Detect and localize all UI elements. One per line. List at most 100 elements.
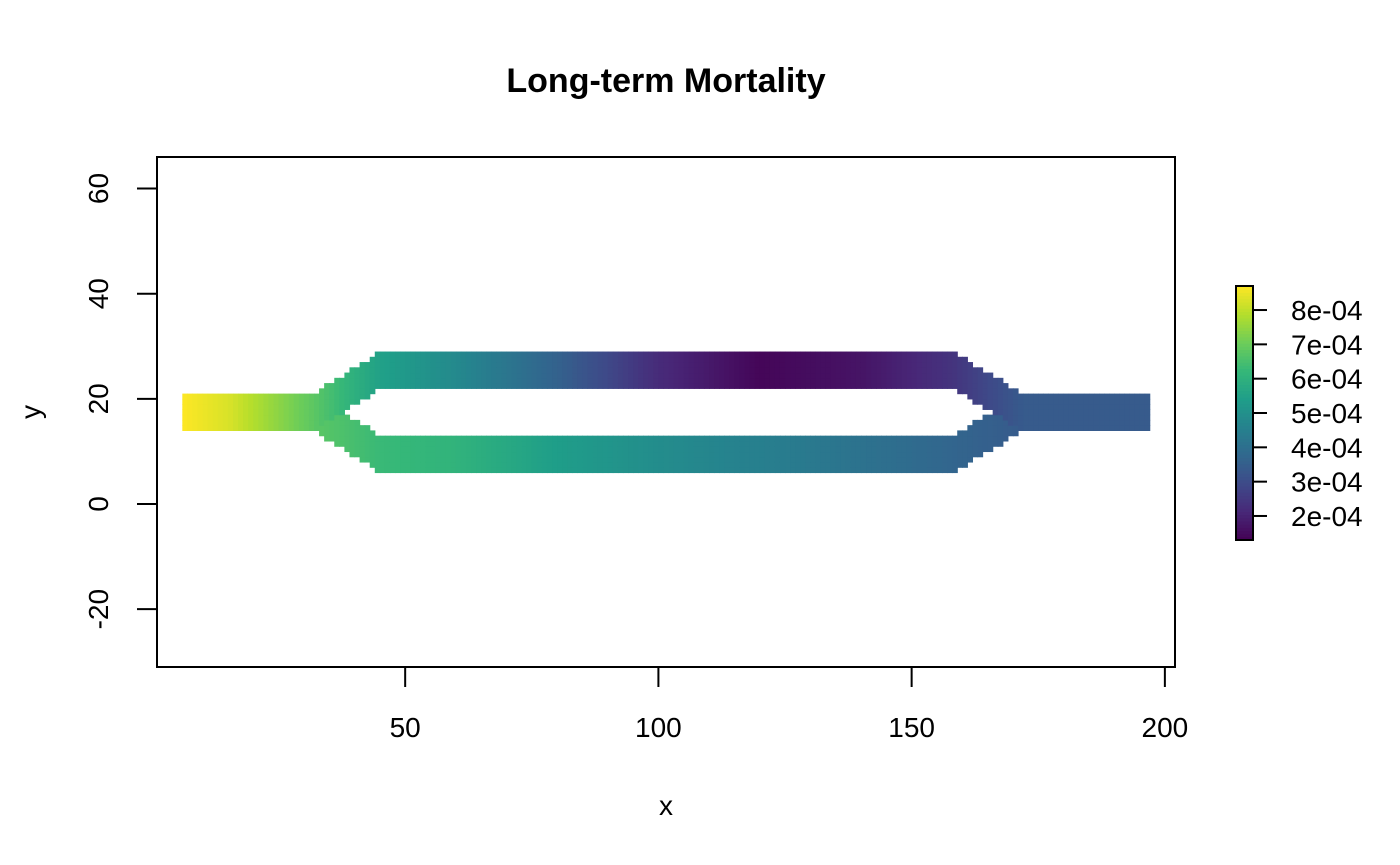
heatmap-cell xyxy=(820,362,827,368)
heatmap-cell xyxy=(855,372,862,379)
heatmap-cell xyxy=(805,435,811,442)
heatmap-cell xyxy=(947,461,953,468)
heatmap-cell xyxy=(1002,425,1009,431)
heatmap-cell xyxy=(886,451,892,458)
heatmap-cell xyxy=(840,351,847,358)
heatmap-cell xyxy=(850,435,857,442)
heatmap-cell xyxy=(369,372,376,379)
heatmap-cell xyxy=(329,398,335,405)
heatmap-cell xyxy=(977,419,984,426)
heatmap-cell xyxy=(526,356,533,363)
heatmap-cell xyxy=(455,362,462,368)
heatmap-cell xyxy=(232,425,239,431)
heatmap-cell xyxy=(810,456,816,463)
heatmap-cell xyxy=(830,461,837,468)
heatmap-cell xyxy=(602,456,609,463)
heatmap-cell xyxy=(324,398,330,405)
heatmap-cell xyxy=(521,356,528,363)
heatmap-cell xyxy=(248,414,254,421)
heatmap-cell xyxy=(906,461,913,468)
heatmap-cell xyxy=(405,351,411,358)
heatmap-cell xyxy=(359,456,366,463)
heatmap-cell xyxy=(1068,409,1075,416)
heatmap-cell xyxy=(440,456,447,463)
heatmap-cell xyxy=(521,377,528,384)
heatmap-cell xyxy=(546,456,553,463)
heatmap-cell xyxy=(668,351,675,358)
heatmap-cell xyxy=(648,456,654,463)
heatmap-cell xyxy=(942,372,948,379)
heatmap-cell xyxy=(678,372,685,379)
heatmap-cell xyxy=(800,440,806,447)
heatmap-cell xyxy=(850,356,857,363)
heatmap-cell xyxy=(263,409,270,416)
heatmap-cell xyxy=(759,383,766,389)
heatmap-cell xyxy=(987,388,994,395)
heatmap-cell xyxy=(653,440,659,447)
heatmap-cell xyxy=(379,461,386,468)
heatmap-cell xyxy=(415,467,421,474)
heatmap-cell xyxy=(759,367,766,374)
heatmap-cell xyxy=(795,372,801,379)
heatmap-cell xyxy=(845,435,852,442)
heatmap-cell xyxy=(430,435,437,442)
heatmap-cell xyxy=(612,356,619,363)
heatmap-cell xyxy=(450,351,457,358)
heatmap-cell xyxy=(810,467,816,474)
heatmap-cell xyxy=(425,356,432,363)
heatmap-cell xyxy=(253,425,259,431)
heatmap-cell xyxy=(232,414,239,421)
colorbar-segment xyxy=(1236,489,1253,493)
heatmap-cell xyxy=(526,435,533,442)
heatmap-cell xyxy=(278,414,285,421)
heatmap-cell xyxy=(678,467,685,474)
heatmap-cell xyxy=(1043,414,1049,421)
heatmap-cell xyxy=(207,419,214,426)
heatmap-cell xyxy=(916,372,923,379)
heatmap-cell xyxy=(997,398,1004,405)
heatmap-cell xyxy=(724,467,730,474)
heatmap-cell xyxy=(729,356,735,363)
heatmap-cell xyxy=(840,377,847,384)
heatmap-cell xyxy=(714,451,720,458)
heatmap-cell xyxy=(1104,393,1110,400)
heatmap-cell xyxy=(440,367,447,374)
heatmap-cell xyxy=(1033,409,1039,416)
heatmap-cell xyxy=(936,446,943,453)
colorbar-segment xyxy=(1236,314,1253,319)
heatmap-cell xyxy=(653,446,659,453)
heatmap-cell xyxy=(709,446,715,453)
heatmap-cell xyxy=(212,425,219,431)
heatmap-cell xyxy=(628,451,634,458)
heatmap-cell xyxy=(688,451,695,458)
heatmap-cell xyxy=(592,446,599,453)
heatmap-cell xyxy=(886,467,892,474)
heatmap-cell xyxy=(1053,419,1060,426)
heatmap-cell xyxy=(496,451,502,458)
heatmap-cell xyxy=(592,377,599,384)
heatmap-cell xyxy=(987,419,994,426)
colorbar-segment xyxy=(1236,327,1253,332)
heatmap-cell xyxy=(724,456,730,463)
heatmap-cell xyxy=(369,435,376,442)
heatmap-cell xyxy=(476,451,482,458)
heatmap-cell xyxy=(395,456,401,463)
heatmap-cell xyxy=(1058,409,1065,416)
heatmap-cell xyxy=(916,461,923,468)
heatmap-cell xyxy=(1018,393,1024,400)
heatmap-cell xyxy=(552,451,558,458)
heatmap-cell xyxy=(790,351,796,358)
heatmap-cell xyxy=(866,377,872,384)
heatmap-cell xyxy=(972,398,979,405)
heatmap-cell xyxy=(1144,425,1151,431)
heatmap-cell xyxy=(866,383,872,389)
heatmap-cell xyxy=(248,398,254,405)
colorbar-segment xyxy=(1236,451,1253,455)
heatmap-cell xyxy=(531,446,538,453)
heatmap-cell xyxy=(860,451,867,458)
heatmap-cell xyxy=(648,356,654,363)
heatmap-cell xyxy=(835,351,842,358)
heatmap-cell xyxy=(506,451,513,458)
heatmap-cell xyxy=(577,377,584,384)
heatmap-cell xyxy=(688,356,695,363)
